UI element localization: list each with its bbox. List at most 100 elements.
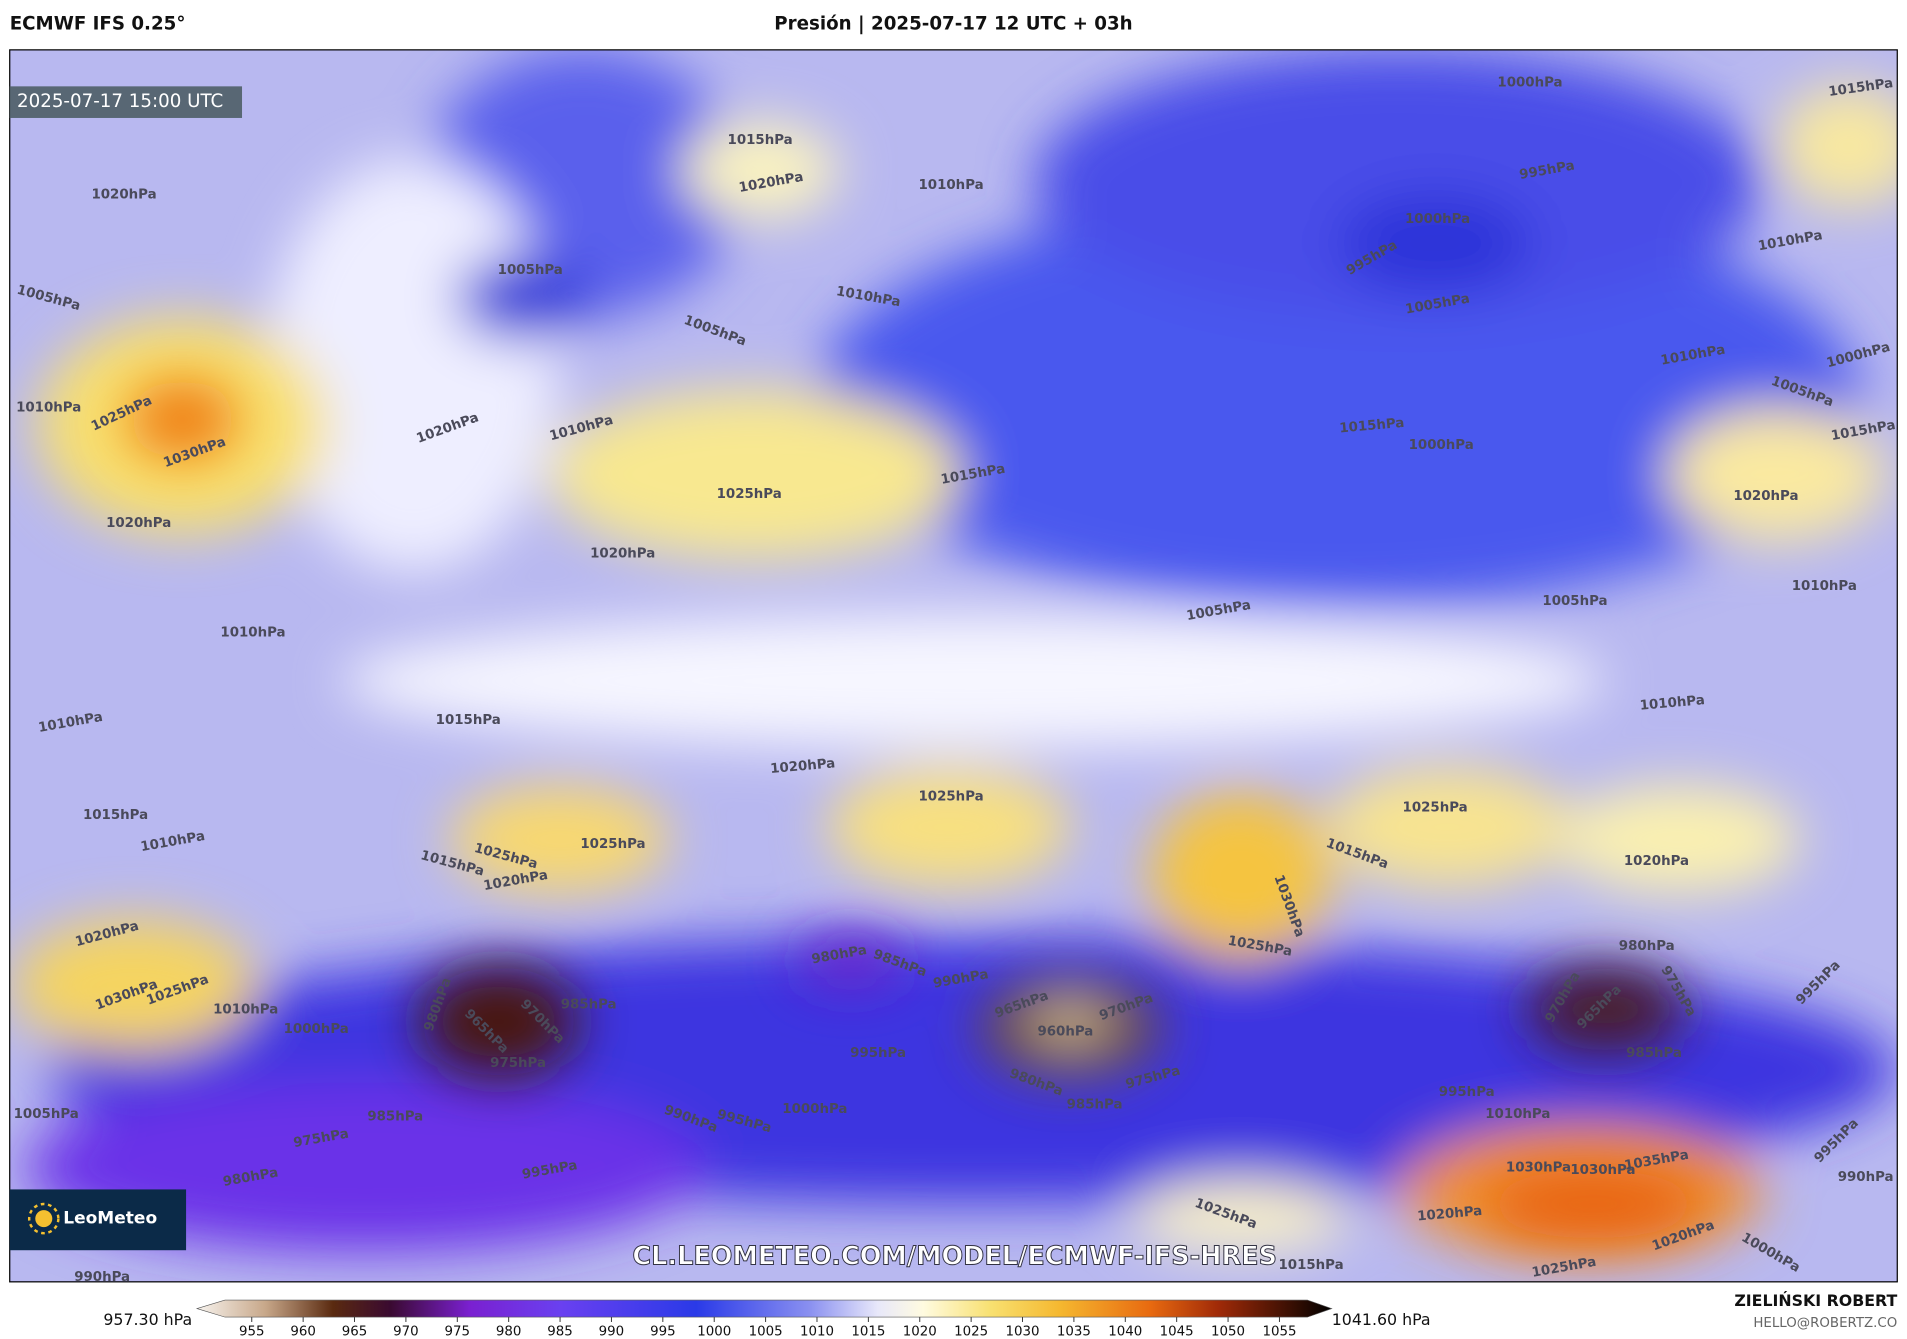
isobar-label: 1020hPa: [590, 546, 655, 561]
isobar-label: 1000hPa: [1405, 212, 1470, 227]
colorbar-tick-label: 1025: [954, 1325, 988, 1339]
logo-sun: [35, 1210, 53, 1228]
isobar-label: 1020hPa: [1733, 489, 1798, 504]
high-area: [1556, 784, 1800, 894]
colorbar-tick-label: 1000: [697, 1325, 731, 1339]
high-area: [1666, 407, 1886, 542]
isobar-label: 1010hPa: [1639, 693, 1705, 714]
high-area: [1325, 766, 1569, 888]
colorbar-tick-label: 1055: [1262, 1325, 1296, 1339]
isobar-label: 1010hPa: [220, 625, 285, 640]
isobar-label: 1020hPa: [770, 756, 836, 777]
ridge-area: [267, 158, 560, 572]
colorbar: [195, 1299, 1333, 1318]
high-area: [449, 784, 669, 894]
isobar-label: 985hPa: [1067, 1097, 1123, 1112]
colorbar-tick-label: 1040: [1108, 1325, 1142, 1339]
isobar-label: 1015hPa: [83, 808, 148, 823]
isobar-label: 1020hPa: [1417, 1204, 1483, 1225]
isobar-label: 960hPa: [1037, 1024, 1093, 1039]
isobar-label: 1005hPa: [1542, 594, 1607, 609]
isobar-label: 1015hPa: [1339, 416, 1405, 437]
isobar-label: 1025hPa: [1403, 801, 1468, 816]
colorbar-tick-label: 980: [496, 1325, 522, 1339]
isobar-label: 1005hPa: [498, 263, 563, 278]
colorbar-tick-label: 960: [290, 1325, 316, 1339]
model-name: ECMWF IFS 0.25°: [10, 13, 186, 34]
high-area: [1131, 1179, 1350, 1253]
isobar-label: 985hPa: [561, 998, 617, 1013]
isobar-label: 1025hPa: [717, 487, 782, 502]
pressure-centers: [127, 380, 1703, 1239]
colorbar-tick-label: 955: [239, 1325, 265, 1339]
colorbar-tick-label: 1045: [1160, 1325, 1194, 1339]
isobar-label: 1010hPa: [1485, 1107, 1550, 1122]
isobar-label: 1015hPa: [728, 133, 793, 148]
colorbar-tick-label: 1035: [1057, 1325, 1091, 1339]
high-area: [12, 918, 256, 1052]
isobar-label: 1020hPa: [91, 188, 156, 203]
high-center: [1483, 1169, 1703, 1239]
low-center: [1526, 966, 1685, 1052]
isobar-label: 1010hPa: [16, 400, 81, 415]
isobar-label: 1000hPa: [1409, 438, 1474, 453]
high-area: [547, 389, 961, 560]
colorbar-tick-label: 1030: [1006, 1325, 1040, 1339]
isobar-label: 1000hPa: [1497, 76, 1562, 91]
isobar-label: 990hPa: [1838, 1170, 1894, 1185]
colorbar-tick-label: 1010: [800, 1325, 834, 1339]
high-area: [681, 121, 840, 219]
pressure-shading: [12, 49, 1898, 1259]
isobar-label: 995hPa: [850, 1046, 906, 1061]
colorbar-ticks: 955 960 965 970 975 980 985 990 995 1000 1005 1010 1…: [239, 1317, 1296, 1339]
low-area: [814, 194, 1861, 609]
ridge-area: [340, 614, 1606, 748]
watermark: CL.LEOMETEO.COM/MODEL/ECMWF-IFS-HRES: [632, 1242, 1277, 1272]
isobar-label: 1030hPa: [1506, 1161, 1571, 1176]
low-area: [1033, 49, 1764, 317]
colorbar-tick-label: 975: [445, 1325, 471, 1339]
colorbar-tick-label: 965: [342, 1325, 368, 1339]
isobar-label: 975hPa: [490, 1056, 546, 1071]
isobar-label: 1010hPa: [213, 1002, 278, 1017]
isobar-label: 1010hPa: [918, 178, 983, 193]
low-center: [1027, 997, 1113, 1046]
colorbar-tick-label: 985: [547, 1325, 573, 1339]
logo: LeoMeteo: [63, 1209, 157, 1229]
colorbar-tick-label: 1015: [851, 1325, 885, 1339]
isobar-label: 995hPa: [1439, 1085, 1495, 1100]
isobar-label: 985hPa: [367, 1109, 423, 1124]
isobar-label: 1000hPa: [284, 1022, 349, 1037]
isobar-label: 1015hPa: [1278, 1258, 1343, 1273]
colorbar-min: 957.30 hPa: [103, 1310, 192, 1329]
isobar-label: 990hPa: [74, 1270, 130, 1285]
isobar-label: 1020hPa: [106, 516, 171, 531]
high-area: [1149, 790, 1332, 961]
isobar-label: 1000hPa: [782, 1102, 847, 1117]
isobar-label: 980hPa: [1619, 939, 1675, 954]
high-area: [1775, 85, 1898, 207]
low-area: [24, 1082, 706, 1253]
isobar-label: 1015hPa: [436, 713, 501, 728]
colorbar-tick-label: 1020: [903, 1325, 937, 1339]
isobar-label: 1010hPa: [1792, 579, 1857, 594]
colorbar-max: 1041.60 hPa: [1332, 1310, 1431, 1329]
valid-time-box: [9, 86, 243, 118]
map-title: Presión | 2025-07-17 12 UTC + 03h: [774, 13, 1132, 34]
colorbar-tick-label: 995: [650, 1325, 676, 1339]
colorbar-tick-label: 990: [599, 1325, 625, 1339]
isobar-label: 1025hPa: [918, 790, 983, 805]
low-center: [419, 966, 578, 1077]
isobar-label: 1025hPa: [580, 837, 645, 852]
low-center: [1337, 194, 1533, 292]
isobar-label: 985hPa: [1626, 1046, 1682, 1061]
isobar-label: 1005hPa: [14, 1107, 79, 1122]
low-center: [456, 255, 590, 341]
isobar-label: 1030hPa: [1570, 1163, 1635, 1178]
valid-time: 2025-07-17 15:00 UTC: [17, 91, 223, 112]
colorbar-tick-label: 1050: [1211, 1325, 1245, 1339]
map-frame: [9, 49, 1898, 1283]
colorbar-tick-label: 970: [393, 1325, 419, 1339]
